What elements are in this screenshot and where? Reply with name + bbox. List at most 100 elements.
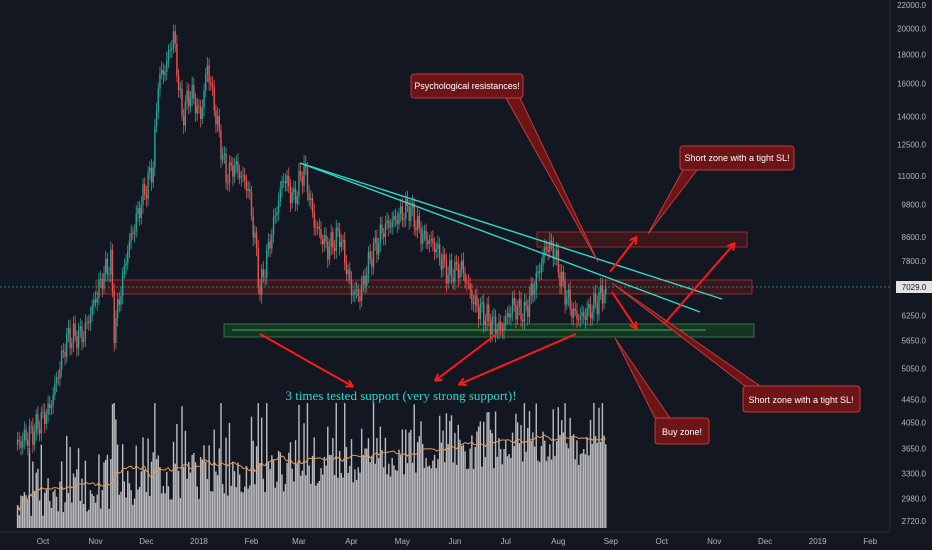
volume-bar [313, 437, 315, 528]
candle-body [88, 322, 90, 323]
candle-body [362, 275, 365, 284]
volume-bar [394, 470, 397, 528]
candle-body [388, 220, 390, 228]
candle-body [383, 233, 385, 238]
volume-bars [16, 403, 607, 528]
candle-body [586, 308, 588, 321]
volume-bar [559, 435, 561, 528]
volume-bar [142, 437, 144, 528]
candle-body [30, 425, 32, 427]
volume-bar [349, 465, 351, 528]
volume-bar [511, 432, 514, 528]
volume-bar [93, 496, 95, 528]
volume-bar [130, 490, 132, 528]
candle-body [249, 188, 251, 192]
volume-bar [230, 485, 232, 528]
volume-bar [420, 421, 422, 528]
candle-body [157, 88, 159, 112]
candle-body [476, 295, 478, 307]
volume-bar [303, 423, 305, 528]
volume-bar [218, 448, 220, 528]
candle-body [127, 251, 129, 263]
volume-bar [388, 463, 390, 528]
candle-body [567, 289, 570, 298]
volume-bar [328, 454, 331, 528]
candle-body [57, 377, 59, 379]
volume-bar [293, 481, 295, 528]
volume-bar [159, 467, 161, 528]
candle-body [515, 304, 517, 320]
volume-bar [408, 432, 410, 528]
candle-body [298, 171, 300, 197]
candle-body [328, 246, 331, 260]
volume-bar [196, 486, 198, 528]
volume-bar [554, 455, 556, 528]
volume-bar [350, 439, 353, 528]
candle-body [523, 301, 526, 322]
candle-body [142, 184, 144, 205]
volume-bar [177, 470, 180, 528]
time-tick-label: Nov [707, 537, 721, 546]
volume-bar [244, 486, 246, 528]
volume-bar [160, 493, 163, 528]
volume-bar [105, 459, 107, 528]
candle-body [55, 377, 58, 384]
candle-body [596, 303, 598, 315]
volume-bar [549, 444, 551, 528]
candle-body [581, 312, 583, 316]
candle-body [188, 90, 190, 107]
volume-bar [418, 436, 421, 528]
candle-body [179, 88, 182, 91]
candle-body [252, 215, 254, 238]
support-arrow-3 [460, 333, 577, 384]
candle-body [211, 84, 214, 87]
candle-body [264, 276, 266, 278]
time-tick-label: Jul [501, 537, 511, 546]
candle-body [101, 279, 104, 289]
candle-body [160, 69, 163, 74]
volume-bar [593, 403, 595, 528]
candle-body [33, 431, 36, 445]
volume-bar [174, 463, 176, 528]
volume-bar [483, 421, 485, 528]
volume-bar [459, 439, 461, 528]
candle-body [162, 69, 165, 75]
volume-bar [232, 461, 234, 528]
volume-bar [552, 409, 554, 528]
volume-bar [250, 416, 253, 528]
candle-body [338, 230, 341, 247]
volume-bar [479, 421, 482, 528]
candle-body [488, 304, 490, 321]
candle-body [96, 297, 98, 303]
candle-body [499, 321, 502, 329]
volume-bar [237, 462, 239, 528]
price-tick-label: 9800.0 [902, 201, 927, 210]
short-bottom-callout-text: Short zone with a tight SL! [748, 395, 853, 405]
candle-body [416, 215, 419, 230]
candle-body [32, 425, 34, 445]
volume-bar [401, 429, 404, 528]
candle-body [284, 181, 287, 184]
volume-bar [579, 454, 582, 528]
volume-bar [530, 440, 532, 528]
volume-bar [566, 443, 568, 528]
candle-body [199, 106, 202, 119]
candle-body [522, 319, 524, 322]
volume-bar [62, 512, 65, 528]
volume-bar [262, 478, 265, 528]
candle-body [491, 316, 493, 335]
volume-bar [437, 459, 439, 528]
volume-bar [506, 456, 509, 528]
volume-bar [345, 447, 348, 528]
volume-bar [359, 472, 361, 528]
candle-body [221, 155, 224, 160]
candle-body [208, 65, 210, 83]
candle-body [384, 223, 387, 238]
candle-body [186, 90, 188, 102]
volume-bar [25, 495, 27, 528]
candle-body [477, 306, 480, 320]
volume-bar [121, 444, 124, 528]
volume-bar [64, 502, 66, 528]
candle-body [333, 248, 336, 252]
